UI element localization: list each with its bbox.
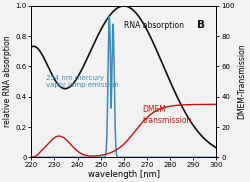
- Text: 254 nm mercury
vapor lamp emission: 254 nm mercury vapor lamp emission: [46, 75, 119, 88]
- Text: RNA absorption: RNA absorption: [124, 21, 184, 30]
- Text: B: B: [197, 20, 205, 30]
- Y-axis label: relative RNA absorption: relative RNA absorption: [4, 36, 13, 127]
- Y-axis label: DMEM-Transmission: DMEM-Transmission: [238, 44, 246, 119]
- X-axis label: wavelength [nm]: wavelength [nm]: [88, 169, 160, 179]
- Text: DMEM
transmission: DMEM transmission: [142, 105, 192, 125]
